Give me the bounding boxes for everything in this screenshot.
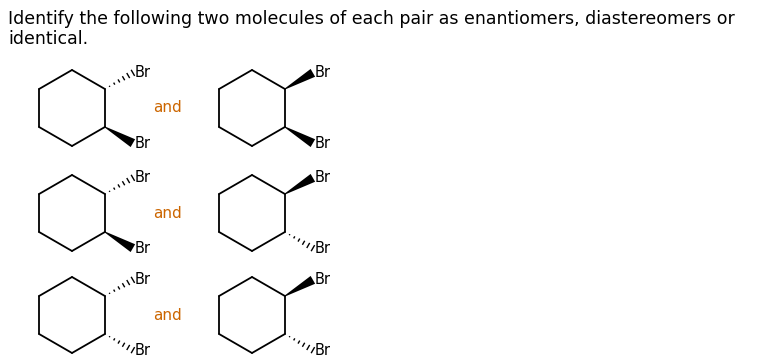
Text: and: and <box>154 206 182 220</box>
Text: and: and <box>154 101 182 115</box>
Text: Br: Br <box>315 171 331 185</box>
Text: Br: Br <box>135 66 151 80</box>
Text: Identify the following two molecules of each pair as enantiomers, diastereomers : Identify the following two molecules of … <box>8 10 735 28</box>
Text: Br: Br <box>315 272 331 287</box>
Polygon shape <box>285 174 315 194</box>
Polygon shape <box>104 232 135 252</box>
Text: Br: Br <box>315 343 331 358</box>
Text: and: and <box>154 307 182 323</box>
Text: Br: Br <box>135 272 151 287</box>
Text: Br: Br <box>315 241 331 256</box>
Polygon shape <box>285 127 315 147</box>
Text: Br: Br <box>315 66 331 80</box>
Text: Br: Br <box>135 171 151 185</box>
Text: identical.: identical. <box>8 30 88 48</box>
Polygon shape <box>285 69 315 89</box>
Polygon shape <box>104 127 135 147</box>
Text: Br: Br <box>135 136 151 151</box>
Text: Br: Br <box>135 343 151 358</box>
Text: Br: Br <box>315 136 331 151</box>
Text: Br: Br <box>135 241 151 256</box>
Polygon shape <box>285 276 315 296</box>
